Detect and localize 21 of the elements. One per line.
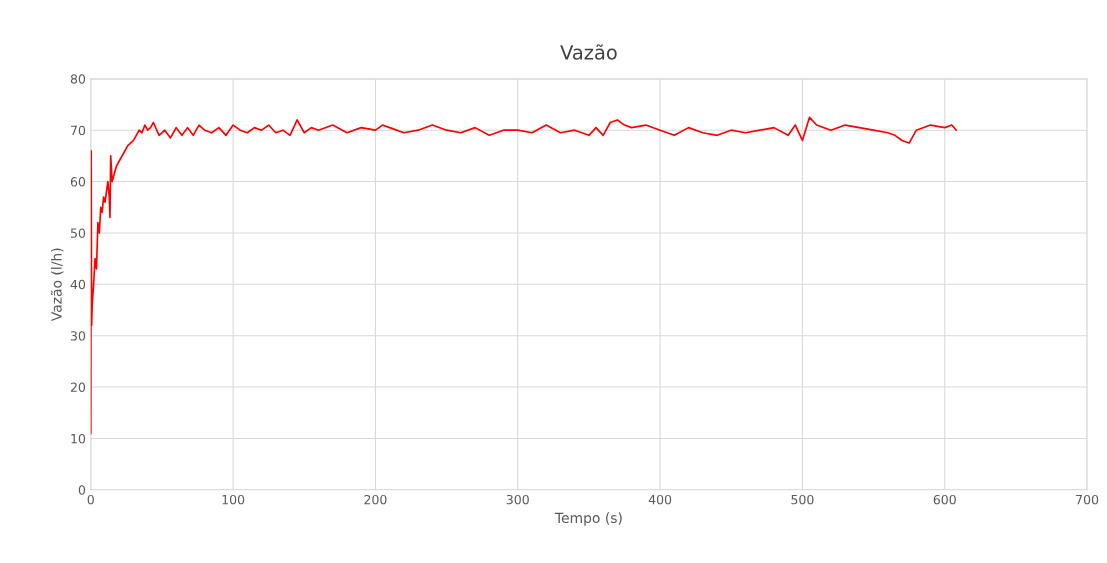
x-axis-title: Tempo (s) [554, 512, 622, 526]
y-tick-label: 20 [70, 382, 86, 392]
chart-title: Vazão [560, 44, 617, 60]
y-tick-label: 0 [78, 485, 86, 495]
y-tick-label: 30 [70, 331, 86, 341]
y-tick-label: 50 [70, 228, 86, 238]
x-tick-label: 600 [933, 494, 956, 505]
x-tick-label: 100 [222, 494, 245, 505]
line-series [90, 116, 957, 435]
y-tick-label: 80 [70, 74, 86, 84]
x-tick-label: 300 [506, 494, 529, 505]
x-tick-label: 200 [364, 494, 387, 505]
x-tick-label: 0 [87, 494, 94, 505]
y-tick-label: 70 [71, 125, 86, 136]
x-tick-label: 500 [791, 494, 814, 505]
y-axis-title: Vazão (l/h) [50, 248, 64, 322]
y-tick-label: 40 [70, 279, 86, 290]
x-tick-label: 400 [648, 494, 672, 505]
y-tick-label: 10 [71, 433, 86, 444]
x-tick-label: 700 [1076, 494, 1099, 505]
y-tick-label: 60 [70, 177, 86, 187]
